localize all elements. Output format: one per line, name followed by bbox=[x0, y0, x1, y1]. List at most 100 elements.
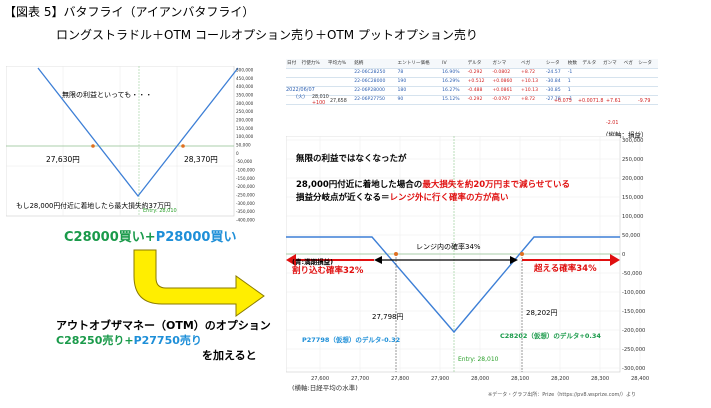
table-cell: 180 bbox=[396, 86, 442, 96]
table-cell: +8.72 bbox=[520, 68, 545, 78]
otm-line3: を加えると bbox=[202, 349, 257, 362]
otm-explanation: アウトオブザマネー（OTM）のオプション C28250売り+P27750売り を… bbox=[56, 318, 271, 363]
left-y-tick: -100,000 bbox=[236, 168, 255, 173]
left-payoff-line bbox=[37, 67, 239, 198]
table-cell: 22-06P28000 bbox=[353, 86, 397, 96]
put-buy-label: P28000買い bbox=[155, 230, 237, 245]
expiry-label: (青:満期損益) bbox=[292, 258, 334, 266]
table-cell: -0.0802 bbox=[491, 68, 521, 78]
annotation-line2-b: 最大損失を約20万円まで減らせている bbox=[422, 180, 570, 190]
total-extra: -2.01 bbox=[606, 121, 619, 126]
right-y-tick: 0 bbox=[622, 252, 625, 258]
table-cell: 16.90% bbox=[441, 68, 467, 78]
table-cell: 1 bbox=[566, 77, 582, 87]
right-y-tick: -250,000 bbox=[622, 347, 645, 353]
right-y-tick: 250,000 bbox=[622, 157, 643, 163]
table-header-cell: ベガ bbox=[520, 59, 545, 69]
left-y-tick: -250,000 bbox=[236, 193, 255, 198]
table-cell: +0.0860 bbox=[491, 77, 521, 87]
annotation-line2: 28,000円付近に着地した場合の最大損失を約20万円まで減らせている bbox=[296, 178, 570, 190]
left-payoff-chart: 500,000 450,000 400,000 350,000 300,000 250,0… bbox=[5, 65, 268, 228]
plus-sign: + bbox=[144, 230, 156, 245]
table-header-cell: エントリー価格 bbox=[396, 59, 442, 69]
right-y-tick: 50,000 bbox=[622, 233, 640, 239]
table-cell: 16.29% bbox=[441, 77, 467, 87]
call-buy-label: C28000買い bbox=[64, 230, 145, 245]
right-x-tick: 27,900 bbox=[431, 376, 449, 382]
left-y-tick: 200,000 bbox=[236, 118, 254, 123]
right-entry-label: Entry: 28,010 bbox=[458, 356, 499, 363]
page-subtitle: ロングストラドル＋OTM コールオプション売り＋OTM プットオプション売り bbox=[56, 28, 478, 42]
table-header-cell: デルタ bbox=[581, 59, 602, 69]
table-row: 22-06P27750 90 15.12% -0.292 -0.0767 +8.72 -27… bbox=[286, 95, 658, 105]
left-y-tick: -400,000 bbox=[236, 218, 255, 223]
table-row: 22-06C28000 190 16.29% +0.512 +0.0860 +10.13-… bbox=[286, 77, 658, 87]
total-vega: +7.61 bbox=[606, 99, 621, 104]
right-payoff-line bbox=[286, 236, 620, 334]
table-cell bbox=[581, 95, 602, 105]
table-header-cell: IV bbox=[441, 59, 467, 69]
table-cell bbox=[326, 86, 354, 96]
table-cell: -0.0767 bbox=[491, 95, 521, 105]
left-probability: 割り込む確率32% bbox=[292, 266, 364, 276]
table-cell bbox=[581, 68, 602, 78]
left-y-tick: 300,000 bbox=[236, 101, 254, 106]
put-delta-label: P27798（仮想）のデルタ-0.32 bbox=[302, 336, 401, 344]
table-header-cell: ガンマ bbox=[601, 59, 623, 69]
table-cell: 78 bbox=[396, 68, 442, 78]
right-y-tick: -300,000 bbox=[622, 366, 645, 372]
avg-cell: 27,658 bbox=[330, 99, 347, 104]
table-cell: 15.12% bbox=[441, 95, 467, 105]
table-cell: 190 bbox=[396, 77, 442, 87]
put-sell-label: P27750売り bbox=[133, 334, 202, 347]
table-cell bbox=[601, 86, 623, 96]
annotation-line3: 損益分岐点が近くなる＝レンジ外に行く確率の方が高い bbox=[296, 191, 509, 203]
right-x-tick: 28,000 bbox=[471, 376, 489, 382]
left-y-tick: 450,000 bbox=[236, 76, 254, 81]
right-x-tick: 27,800 bbox=[391, 376, 409, 382]
table-cell bbox=[300, 86, 327, 96]
table-header-cell: 日付 bbox=[286, 59, 301, 69]
left-y-tick: -300,000 bbox=[236, 201, 255, 206]
right-y-tick: -200,000 bbox=[622, 328, 645, 334]
table-cell bbox=[581, 77, 602, 87]
left-y-tick: 400,000 bbox=[236, 84, 254, 89]
left-y-tick: 0 bbox=[236, 151, 239, 156]
right-y-tick: 200,000 bbox=[622, 176, 643, 182]
total-delta: +0.075 bbox=[554, 99, 572, 104]
table-cell bbox=[581, 86, 602, 96]
long-straddle-label: C28000買い+P28000買い bbox=[64, 226, 236, 245]
table-cell bbox=[637, 86, 658, 96]
left-y-tick: 350,000 bbox=[236, 93, 254, 98]
call-sell-label: C28250売り bbox=[56, 334, 125, 347]
right-left-breakeven: 27,798円 bbox=[372, 313, 404, 321]
table-cell bbox=[601, 95, 623, 105]
table-cell: +10.13 bbox=[520, 86, 545, 96]
table-cell bbox=[300, 95, 327, 105]
right-breakeven-label: 28,370円 bbox=[184, 155, 218, 164]
otm-plus: + bbox=[124, 334, 134, 347]
table-cell bbox=[286, 68, 301, 78]
right-x-tick: 28,200 bbox=[551, 376, 569, 382]
table-cell bbox=[300, 77, 327, 87]
right-probability: 超える確率34% bbox=[534, 264, 597, 274]
table-cell: +10.13 bbox=[520, 77, 545, 87]
left-y-tick: -150,000 bbox=[236, 176, 255, 181]
right-x-tick: 28,100 bbox=[511, 376, 529, 382]
table-cell bbox=[326, 68, 354, 78]
table-header-row: 日付 行使力% 平均力% 銘柄 エントリー価格 IV デルタ ガンマ ベガ シータ 枚数 デルタ ガンマ… bbox=[286, 59, 658, 69]
left-breakeven-label: 27,630円 bbox=[46, 155, 80, 164]
right-y-tick: -150,000 bbox=[622, 309, 645, 315]
max-loss-note: もし28,000円付近に着地したら最大損失約37万円 bbox=[16, 202, 171, 210]
table-cell: -0.292 bbox=[466, 95, 492, 105]
table-header-cell: 行使力% bbox=[300, 59, 327, 69]
table-header-cell: 平均力% bbox=[326, 59, 354, 69]
units-note: （縦軸：損益） bbox=[602, 131, 648, 139]
table-cell bbox=[622, 95, 638, 105]
right-x-tick: 28,400 bbox=[631, 376, 649, 382]
table-row: 22-06P28000 180 16.27% -0.488 +0.0861 +10.13-… bbox=[286, 86, 658, 96]
otm-line1: アウトオブザマネー（OTM）のオプション bbox=[56, 319, 271, 332]
table-header-cell: ベガ bbox=[622, 59, 638, 69]
table-header-cell: シータ bbox=[637, 59, 658, 69]
table-cell bbox=[622, 77, 638, 87]
